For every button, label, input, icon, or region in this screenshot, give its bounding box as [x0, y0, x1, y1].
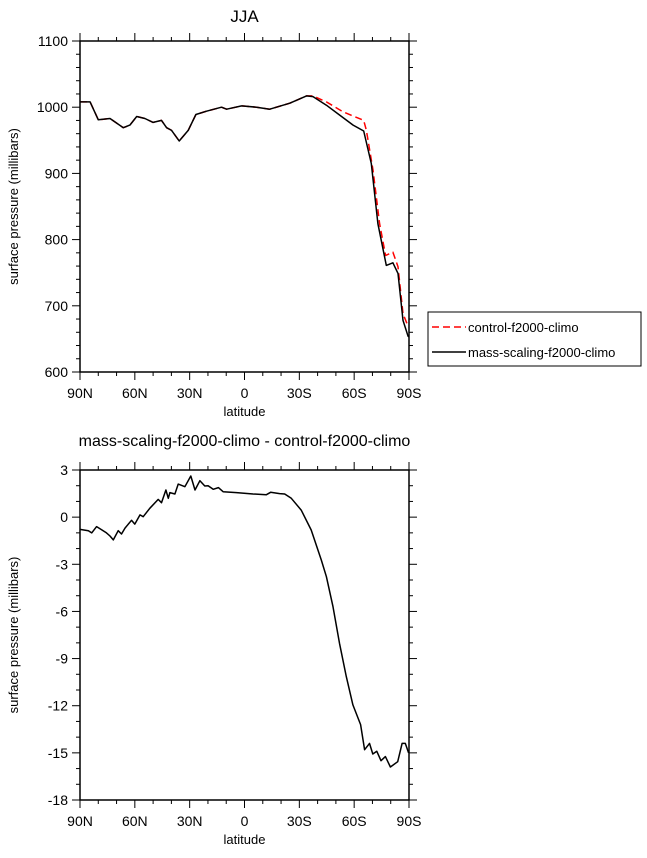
x-tick-label: 60N — [122, 385, 148, 401]
y-axis-label: surface pressure (millibars) — [6, 557, 21, 714]
y-tick-label: 600 — [45, 364, 69, 380]
y-tick-label: 700 — [45, 298, 69, 314]
y-tick-label: -9 — [56, 651, 69, 667]
series-line-difference — [79, 475, 410, 768]
y-tick-label: 1000 — [37, 99, 68, 115]
x-tick-label: 60S — [342, 385, 367, 401]
x-tick-label: 30N — [177, 813, 203, 829]
x-tick-label: 0 — [241, 385, 249, 401]
x-tick-label: 90N — [67, 385, 93, 401]
y-tick-label: -6 — [56, 603, 69, 619]
y-tick-label: -18 — [48, 792, 68, 808]
y-tick-label: 3 — [60, 462, 68, 478]
y-axis-label: surface pressure (millibars) — [6, 128, 21, 285]
chart-title: mass-scaling-f2000-climo - control-f2000… — [79, 433, 411, 450]
plot-frame — [79, 40, 410, 373]
y-tick-label: -12 — [48, 698, 68, 714]
y-tick-label: -15 — [48, 745, 68, 761]
x-tick-label: 90N — [67, 813, 93, 829]
plot-frame — [79, 469, 410, 801]
x-tick-label: 60N — [122, 813, 148, 829]
x-tick-label: 60S — [342, 813, 367, 829]
y-tick-label: 0 — [60, 509, 68, 525]
y-tick-label: 1100 — [38, 33, 68, 49]
x-tick-label: 30S — [287, 385, 312, 401]
x-tick-label: 90S — [397, 813, 422, 829]
x-tick-label: 30N — [177, 385, 203, 401]
chart-title: JJA — [230, 7, 259, 26]
x-tick-label: 30S — [287, 813, 312, 829]
x-axis-label: latitude — [224, 832, 266, 847]
legend-label: control-f2000-climo — [468, 320, 579, 335]
series-line-control-f2000-climo — [80, 95, 410, 328]
x-tick-label: 90S — [397, 385, 422, 401]
y-tick-label: 800 — [45, 232, 69, 248]
legend-box — [427, 311, 642, 367]
x-axis-label: latitude — [224, 404, 266, 419]
series-line-mass-scaling-f2000-climo — [80, 95, 410, 338]
legend-label: mass-scaling-f2000-climo — [468, 345, 615, 360]
y-tick-label: 900 — [45, 165, 69, 181]
y-tick-label: -3 — [56, 556, 69, 572]
x-tick-label: 0 — [241, 813, 249, 829]
